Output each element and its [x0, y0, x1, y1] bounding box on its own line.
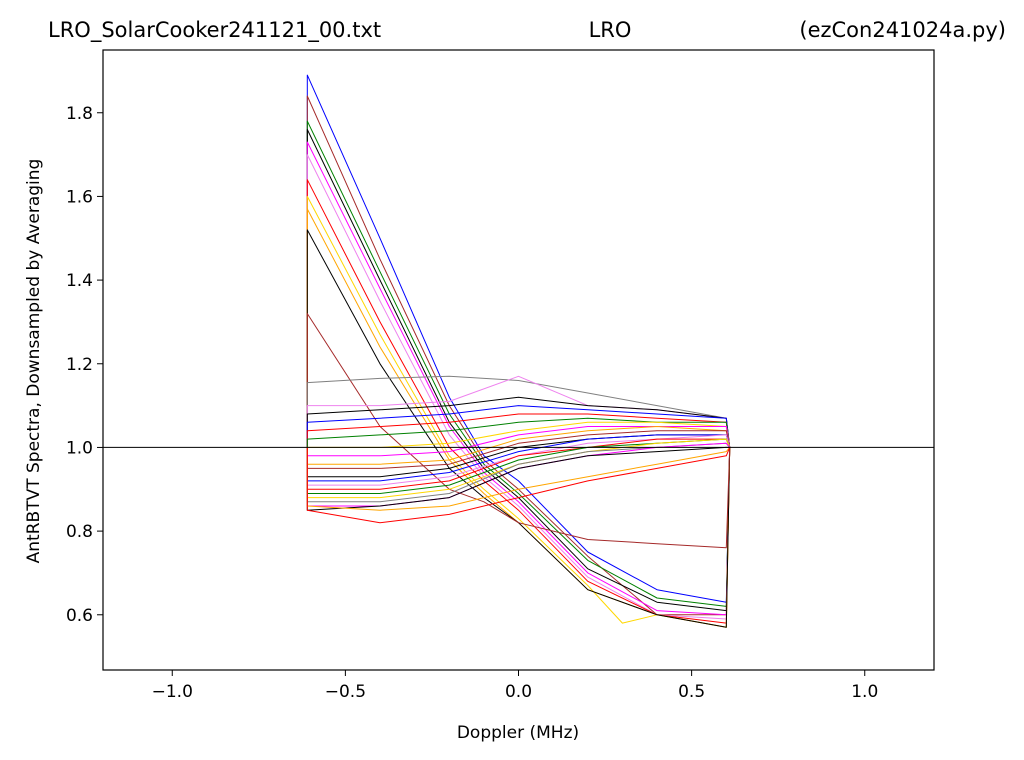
series-line-10: [306, 229, 731, 628]
chart-title-center: LRO: [589, 18, 632, 42]
y-tick-label: 0.6: [66, 606, 93, 626]
series-line-19: [306, 426, 731, 457]
y-tick-label: 1.2: [66, 355, 93, 375]
series-line-4: [306, 129, 731, 612]
series-line-15: [306, 405, 731, 448]
series-line-20: [306, 426, 731, 465]
series-line-16: [306, 413, 731, 448]
y-axis: 0.6 0.8 1.0 1.2 1.4 1.6 1.8: [66, 104, 103, 626]
series-line-2: [306, 95, 731, 616]
series-line-30: [306, 446, 730, 511]
x-tick-label: −0.5: [325, 682, 366, 702]
y-axis-label: AntRBTVT Spectra, Downsampled by Averagi…: [24, 159, 44, 564]
y-tick-label: 1.6: [66, 187, 93, 207]
series-line-17: [306, 417, 731, 448]
y-tick-label: 1.4: [66, 271, 93, 291]
series-line-29: [306, 442, 731, 507]
series-line-25: [306, 438, 731, 490]
series-line-21: [306, 430, 731, 469]
series-line-5: [306, 141, 731, 616]
x-tick-label: 0.0: [505, 682, 532, 702]
chart-title-left: LRO_SolarCooker241121_00.txt: [48, 18, 381, 43]
series-line-31: [306, 447, 731, 511]
series-line-7: [306, 179, 731, 624]
series-line-1: [306, 74, 731, 603]
x-axis-label: Doppler (MHz): [457, 723, 579, 743]
series-line-3: [306, 120, 731, 607]
y-tick-label: 0.8: [66, 522, 93, 542]
x-tick-label: 1.0: [851, 682, 878, 702]
series-line-23: [306, 434, 731, 482]
series-line-9: [306, 208, 731, 628]
series-line-18: [307, 421, 731, 448]
y-tick-label: 1.0: [66, 438, 93, 458]
y-tick-label: 1.8: [66, 104, 93, 124]
axes-frame: [102, 49, 935, 671]
series-line-14: [306, 396, 731, 448]
x-tick-label: 0.5: [678, 682, 705, 702]
series-line-12: [306, 375, 731, 448]
x-tick-label: −1.0: [152, 682, 193, 702]
series-line-6: [306, 154, 731, 620]
chart-title-right: (ezCon241024a.py): [799, 18, 1006, 42]
plot-area: [306, 74, 731, 628]
series-line-32: [306, 447, 731, 524]
x-axis: −1.0 −0.5 0.0 0.5 1.0: [152, 670, 878, 702]
series-line-11: [306, 313, 731, 549]
